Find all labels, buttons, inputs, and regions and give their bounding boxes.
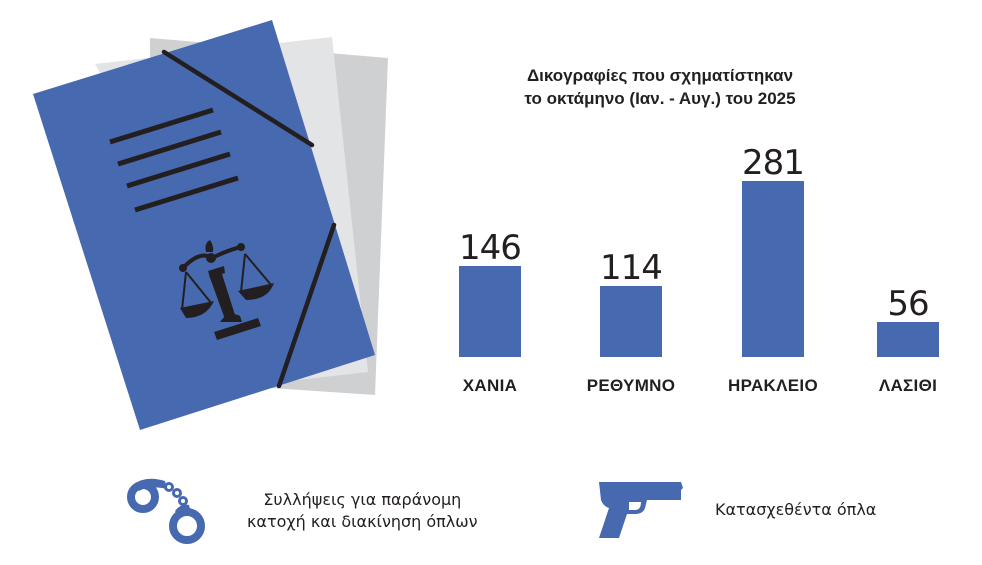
bar-value: 56 xyxy=(887,284,929,324)
bar-rethymno xyxy=(600,286,662,357)
legend-weapons: Κατασχεθέντα όπλα xyxy=(595,480,876,540)
scales-of-justice-icon xyxy=(179,240,274,340)
bar-value: 146 xyxy=(459,228,522,268)
text-lines-icon xyxy=(109,107,239,213)
bar-label: ΧΑΝΙΑ xyxy=(462,376,518,395)
pistol-icon xyxy=(599,482,683,538)
chart-title-line-1: Δικογραφίες που σχηματίστηκαν xyxy=(526,66,794,85)
legend-arrests-line-2: κατοχή και διακίνηση όπλων xyxy=(247,512,478,531)
bar-group-rethymno: 114 ΡΕΘΥΜΝΟ xyxy=(561,140,701,400)
bar-group-chania: 146 ΧΑΝΙΑ xyxy=(420,140,560,400)
bar-chania xyxy=(459,266,521,357)
legend-arrests-label: Συλλήψεις για παράνομη κατοχή και διακίν… xyxy=(247,489,478,533)
chart-title: Δικογραφίες που σχηματίστηκαν το οκτάμην… xyxy=(480,64,840,110)
bar-label: ΡΕΘΥΜΝΟ xyxy=(586,376,676,395)
case-file-folder-icon xyxy=(33,20,388,430)
bar-lasithi xyxy=(877,322,939,357)
legend-arrests-line-1: Συλλήψεις για παράνομη xyxy=(263,490,462,509)
bar-value: 281 xyxy=(742,143,805,183)
bar-chart: 146 ΧΑΝΙΑ 114 ΡΕΘΥΜΝΟ 281 ΗΡΑΚΛΕΙΟ 56 ΛΑ… xyxy=(420,140,960,400)
bar-label: ΗΡΑΚΛΕΙΟ xyxy=(728,376,818,395)
handcuffs-icon xyxy=(127,478,205,544)
bar-label: ΛΑΣΙΘΙ xyxy=(878,376,938,395)
bar-group-lasithi: 56 ΛΑΣΙΘΙ xyxy=(838,140,978,400)
bar-value: 114 xyxy=(600,248,663,288)
chart-title-line-2: το οκτάμηνο (Ιαν. - Αυγ.) του 2025 xyxy=(524,89,796,108)
legend-weapons-label: Κατασχεθέντα όπλα xyxy=(715,500,877,519)
bar-heraklion xyxy=(742,181,804,357)
legend-arrests: Συλλήψεις για παράνομη κατοχή και διακίν… xyxy=(125,475,478,547)
folder-cover xyxy=(33,20,375,430)
bar-group-heraklion: 281 ΗΡΑΚΛΕΙΟ xyxy=(703,140,843,400)
